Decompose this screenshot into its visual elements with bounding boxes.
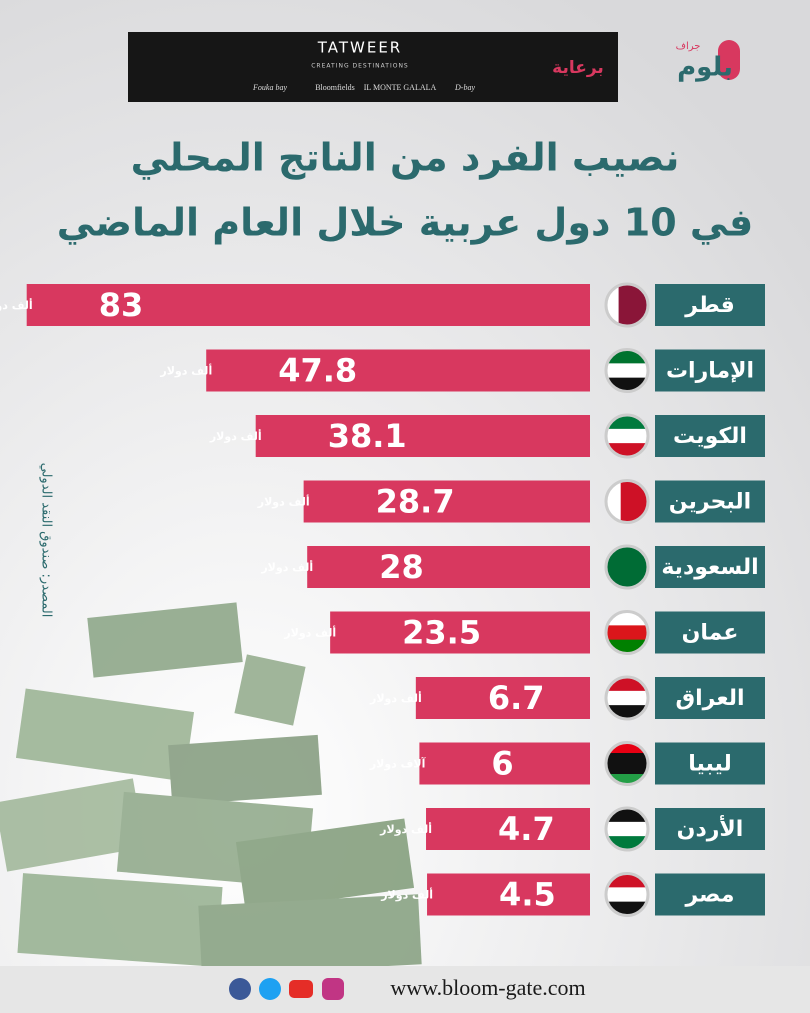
category-box	[655, 808, 765, 850]
bar	[307, 546, 590, 588]
flag-ring	[604, 413, 650, 459]
partner: D-bay	[454, 83, 475, 92]
flag-ring	[604, 741, 650, 786]
flag-stripe	[606, 428, 648, 444]
category-label: عمان	[682, 621, 739, 646]
category-box	[655, 742, 765, 785]
bar	[26, 284, 590, 326]
value-label: 6	[491, 745, 513, 783]
flag	[604, 544, 650, 590]
flag-ring	[604, 348, 650, 393]
source: المصدر: صندوق النقد الدولي	[39, 463, 54, 618]
value-label: 4.5	[499, 876, 556, 914]
logo-name: بلوم	[677, 53, 733, 83]
partner: Fouka bay	[252, 83, 287, 92]
category-label: ليبيا	[688, 752, 731, 777]
sponsor-label: برعاية	[552, 58, 604, 78]
value-label: 83	[99, 286, 144, 324]
logo: بلوم جراف	[676, 40, 740, 83]
money-pile	[0, 602, 422, 976]
flag-ring	[604, 282, 650, 328]
sponsor-tagline: CREATING DESTINATIONS	[311, 63, 409, 70]
flag	[604, 479, 650, 524]
value-label: 28	[379, 548, 424, 586]
flag	[604, 282, 650, 328]
bar	[426, 808, 590, 850]
value-label: 47.8	[278, 352, 357, 390]
value-label: 28.7	[376, 483, 455, 521]
flag-stripe	[606, 821, 648, 837]
bar	[415, 677, 590, 719]
flag-stripe	[606, 742, 648, 754]
sponsor-banner	[128, 32, 618, 102]
bar	[206, 349, 590, 392]
unit-label: آلاف دولار	[369, 757, 426, 771]
category-box	[655, 611, 765, 654]
category-label: الأردن	[677, 814, 744, 842]
chart-title: نصيب الفرد من الناتج المحلي	[131, 136, 680, 180]
category-label: البحرين	[669, 490, 751, 515]
category-box	[655, 546, 765, 588]
category-box	[655, 349, 765, 392]
value-label: 23.5	[402, 614, 481, 652]
bars: ألف دولار 83 قطر ألف دولار 47.8 الإمارات ألف د…	[0, 282, 765, 917]
flag-stripe	[606, 363, 648, 379]
category-label: السعودية	[661, 555, 758, 580]
unit-label: ألف دولار	[257, 495, 310, 509]
category-box	[655, 284, 765, 326]
chart-title: في 10 دول عربية خلال العام الماضي	[57, 201, 753, 246]
flag-stripe	[606, 753, 648, 775]
unit-label: ألف دولار	[380, 888, 433, 902]
unit-label: ألف دولار	[283, 626, 336, 640]
value-label: 38.1	[328, 417, 407, 455]
flag-ring	[604, 806, 650, 852]
flag	[604, 348, 650, 393]
flag-ring	[604, 872, 650, 917]
unit-label: ألف دولار	[369, 691, 422, 705]
flag	[604, 872, 650, 917]
unit-label: ألف دولار	[260, 560, 313, 574]
flag-ring	[604, 544, 650, 590]
unit-label: ألف دولار	[159, 364, 212, 378]
bar	[427, 873, 590, 916]
value-label: 4.7	[498, 810, 555, 848]
category-box	[655, 480, 765, 523]
sponsor-brand: TATWEER	[317, 39, 402, 57]
flag-stripe	[606, 625, 648, 641]
website: www.bloom-gate.com	[390, 975, 585, 1000]
category-box	[655, 677, 765, 719]
category-box	[655, 873, 765, 916]
unit-label: ألف دولار	[0, 298, 33, 312]
category-label: قطر	[684, 293, 735, 318]
flag-stripe	[606, 774, 648, 785]
category-label: الكويت	[673, 424, 747, 449]
social-icons	[229, 978, 344, 1000]
bar	[255, 415, 590, 457]
flag-ring	[604, 479, 650, 524]
logo-sub: جراف	[676, 41, 701, 52]
footer-bar	[0, 966, 810, 1013]
category-box	[655, 415, 765, 457]
unit-label: ألف دولار	[209, 429, 262, 443]
category-label: العراق	[675, 686, 744, 711]
flag-stripe	[606, 887, 648, 903]
flag-ring	[604, 675, 650, 721]
category-label: مصر	[685, 883, 735, 908]
category-label: الإمارات	[666, 359, 754, 384]
unit-label: ألف دولار	[379, 822, 432, 836]
flag	[604, 675, 650, 721]
bar	[303, 480, 590, 523]
value-label: 6.7	[488, 679, 545, 717]
partner: Bloomfields	[315, 83, 355, 92]
flag-stripe	[606, 690, 648, 706]
bar	[419, 742, 590, 785]
flag	[604, 413, 650, 459]
bar	[330, 611, 590, 654]
flag	[604, 610, 650, 655]
flag	[604, 806, 650, 852]
flag-ring	[604, 610, 650, 655]
flag	[604, 741, 650, 786]
partner: IL MONTE GALALA	[364, 83, 437, 92]
